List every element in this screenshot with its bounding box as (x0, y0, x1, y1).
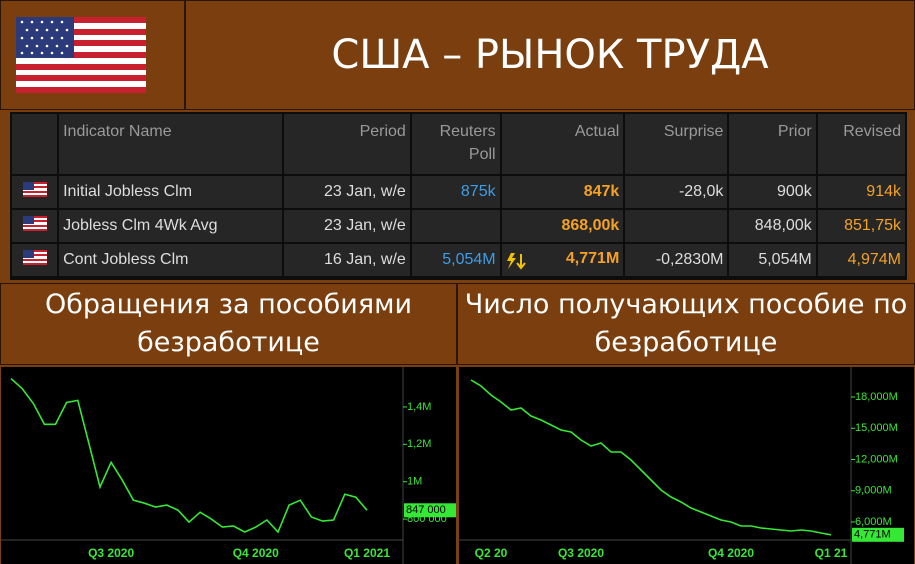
table-cell: 848,00k (729, 210, 816, 242)
cell-text: 23 Jan, w/e (324, 217, 406, 234)
y-tick-label: 6,000M (855, 516, 892, 528)
cell-text: 851,75k (844, 217, 901, 234)
cell-text: -28,0k (678, 183, 724, 200)
section-title: Обращения за пособиями безработице (0, 283, 457, 365)
table-cell: 4,974M (817, 244, 905, 276)
page-title: США – РЫНОК ТРУДА (185, 0, 915, 110)
column-header: Actual (501, 114, 624, 174)
y-tick-label: 1,4M (407, 401, 431, 413)
table-cell: Jobless Clm 4Wk Avg (59, 210, 282, 242)
x-tick-label: Q2 20 (475, 546, 508, 560)
header-cell (12, 114, 58, 174)
table-cell: 4,771M (501, 244, 624, 276)
table-cell: 5,054M (729, 244, 816, 276)
value-label: 847 000 (406, 504, 446, 516)
line-series (10, 378, 368, 534)
table-cell: -0,2830M (625, 244, 728, 276)
us-flag (16, 17, 146, 93)
chart: 6,000M 9,000M 12,000M 15,000M 18,000M Q2 20 Q3… (459, 367, 914, 564)
table-cell (411, 210, 500, 242)
column-header: Indicator Name (59, 114, 282, 174)
cell-text: Jobless Clm 4Wk Avg (63, 217, 218, 234)
cell-text: 4,974M (847, 251, 901, 268)
flag-cell (12, 210, 58, 242)
table-cell: 875k (411, 176, 500, 208)
table-cell: -28,0k (625, 176, 728, 208)
table-cell: 851,75k (817, 210, 905, 242)
table-row: Jobless Clm 4Wk Avg 23 Jan, w/e 868,00k 848… (12, 210, 905, 242)
cell-text: 875k (460, 183, 496, 200)
table-cell: Cont Jobless Clm (59, 244, 282, 276)
column-header: Prior (729, 114, 816, 174)
cell-text: -0,2830M (655, 251, 724, 268)
y-tick-label: 9,000M (855, 485, 892, 497)
y-tick-label: 1,2M (407, 438, 431, 450)
cell-text: 16 Jan, w/e (324, 251, 406, 268)
y-tick-label: 15,000M (855, 422, 898, 434)
table-row: Initial Jobless Clm 23 Jan, w/e 875k 847k -2… (12, 176, 905, 208)
flag-cell (12, 244, 58, 276)
cell-text: 914k (866, 183, 901, 200)
cell-text: 868,00k (561, 217, 620, 234)
x-tick-label: Q4 2020 (708, 546, 754, 560)
column-header: Reuters Poll (411, 114, 500, 174)
cell-text: 5,054M (758, 251, 812, 268)
table-cell: 914k (817, 176, 905, 208)
x-tick-label: Q4 2020 (233, 546, 279, 560)
value-label-box (852, 527, 904, 542)
cell-text: 847k (583, 183, 620, 200)
column-header: Surprise (625, 114, 728, 174)
cell-text: Initial Jobless Clm (63, 183, 193, 200)
cell-text: 900k (777, 183, 812, 200)
table: Indicator Name Period Reuters Poll Actual Su… (10, 112, 907, 278)
table-cell: 900k (729, 176, 816, 208)
flag-cell (0, 0, 185, 110)
table-cell: Initial Jobless Clm (59, 176, 282, 208)
y-tick-label: 1M (407, 476, 422, 488)
cell-text: 4,771M (565, 250, 620, 267)
cell-text: 5,054M (442, 251, 496, 268)
x-tick-label: Q3 2020 (88, 546, 134, 560)
cell-text: Cont Jobless Clm (63, 251, 189, 268)
cell-text: 848,00k (754, 217, 812, 234)
table-cell: 23 Jan, w/e (283, 176, 410, 208)
y-tick-label: 12,000M (855, 453, 898, 465)
line-series (470, 379, 832, 536)
column-header: Revised (817, 114, 905, 174)
cell-text: 23 Jan, w/e (324, 183, 406, 200)
flag-cell (12, 176, 58, 208)
flag-icon (22, 250, 47, 265)
section-title: Число получающих пособие по безработице (457, 283, 915, 365)
table-cell: 868,00k (501, 210, 624, 242)
value-label-box (404, 503, 456, 518)
header-row: Indicator Name Period Reuters Poll Actual Su… (12, 114, 905, 174)
x-tick-label: Q1 21 (815, 546, 848, 560)
flag-icon (22, 216, 47, 231)
table-cell (625, 210, 728, 242)
value-label: 4,771M (854, 529, 891, 541)
column-header: Period (283, 114, 410, 174)
indicator-table: Indicator Name Period Reuters Poll Actual Su… (10, 112, 907, 280)
table-cell: 16 Jan, w/e (283, 244, 410, 276)
y-tick-label: 18,000M (855, 391, 898, 403)
table-cell: 5,054M (411, 244, 500, 276)
alert-icon (506, 253, 526, 270)
x-tick-label: Q1 2021 (344, 546, 390, 560)
flag-icon (22, 182, 47, 197)
table-cell: 847k (501, 176, 624, 208)
table-cell: 23 Jan, w/e (283, 210, 410, 242)
x-tick-label: Q3 2020 (558, 546, 604, 560)
table-row: Cont Jobless Clm 16 Jan, w/e 5,054M 4,771M -… (12, 244, 905, 276)
